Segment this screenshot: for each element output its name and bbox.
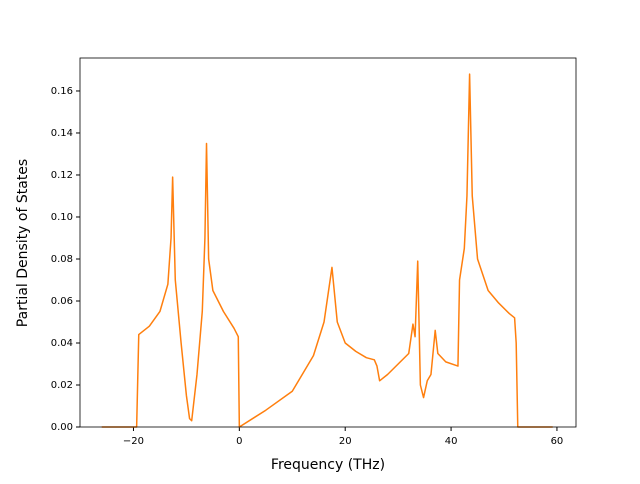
y-tick-label: 0.00 [51,422,73,433]
x-tick-label: 20 [339,436,352,447]
y-tick-label: 0.14 [51,128,73,139]
y-tick-label: 0.12 [51,170,73,181]
y-tick-label: 0.04 [51,338,73,349]
y-tick-label: 0.16 [51,86,73,97]
x-axis-label: Frequency (THz) [271,457,385,473]
axes-frame [79,57,577,428]
x-tick-label: 40 [445,436,458,447]
y-tick-label: 0.08 [51,254,73,265]
y-axis-label: Partial Density of States [15,159,31,327]
y-tick-label: 0.10 [51,212,73,223]
x-tick-label: 60 [551,436,564,447]
data-line [101,73,553,428]
y-tick-label: 0.06 [51,296,73,307]
y-tick-label: 0.02 [51,380,73,391]
x-tick-label: −20 [123,436,144,447]
x-tick-label: 0 [236,436,242,447]
